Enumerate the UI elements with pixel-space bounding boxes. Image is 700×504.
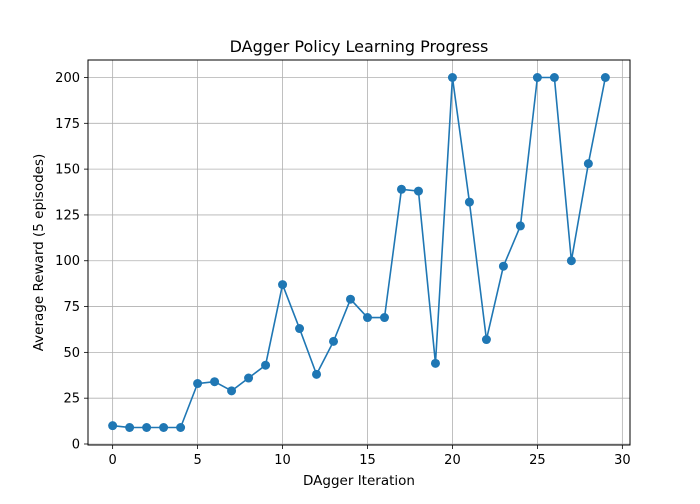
- y-tick-label: 100: [55, 254, 80, 269]
- data-point: [413, 186, 423, 196]
- y-tick-label: 50: [63, 346, 80, 361]
- data-point: [379, 313, 389, 323]
- x-tick-label: 20: [444, 453, 461, 468]
- data-point: [210, 377, 220, 387]
- y-tick-label: 125: [55, 208, 80, 223]
- x-tick-label: 0: [108, 453, 116, 468]
- data-point: [193, 379, 203, 389]
- x-tick-label: 30: [614, 453, 631, 468]
- y-tick-label: 200: [55, 71, 80, 86]
- data-point: [108, 421, 118, 431]
- x-tick-label: 10: [274, 453, 291, 468]
- y-tick-label: 75: [63, 300, 80, 315]
- x-axis-label: DAgger Iteration: [303, 473, 415, 489]
- data-point: [583, 159, 593, 169]
- data-point: [362, 313, 372, 323]
- data-point: [312, 369, 322, 379]
- data-point: [464, 197, 474, 207]
- data-point: [600, 73, 610, 82]
- grid-lines: [88, 60, 630, 445]
- x-tick-label: 5: [193, 453, 201, 468]
- data-point: [430, 358, 440, 368]
- series-line: [112, 76, 607, 429]
- data-point: [142, 423, 152, 432]
- y-axis-label: Average Reward (5 episodes): [31, 154, 47, 352]
- data-point: [549, 73, 559, 82]
- x-tick-label: 25: [529, 453, 546, 468]
- data-point: [566, 256, 576, 266]
- data-point: [261, 360, 271, 370]
- data-point: [295, 324, 305, 334]
- y-tick-label: 0: [72, 437, 80, 452]
- y-tick-label: 150: [55, 163, 80, 178]
- data-point: [346, 294, 356, 304]
- chart-title: DAgger Policy Learning Progress: [230, 37, 489, 56]
- data-point: [125, 423, 135, 432]
- data-point: [244, 373, 254, 383]
- axis-ticks: 0 5 10 15 20 25 30 0 25 50 75 100 125 150 175 200: [55, 71, 630, 468]
- data-point: [532, 73, 542, 82]
- data-point: [176, 423, 186, 432]
- data-point: [278, 280, 288, 290]
- data-point: [329, 336, 339, 346]
- data-point: [227, 386, 237, 396]
- data-point: [447, 73, 457, 82]
- y-tick-label: 175: [55, 117, 80, 132]
- series-group: [108, 73, 610, 432]
- y-tick-label: 25: [63, 392, 80, 407]
- data-point: [396, 184, 406, 194]
- data-point: [481, 335, 491, 345]
- data-point: [515, 221, 525, 231]
- data-point: [159, 423, 169, 432]
- data-point: [498, 261, 508, 271]
- plot-area-frame: [87, 59, 631, 446]
- x-tick-label: 15: [359, 453, 376, 468]
